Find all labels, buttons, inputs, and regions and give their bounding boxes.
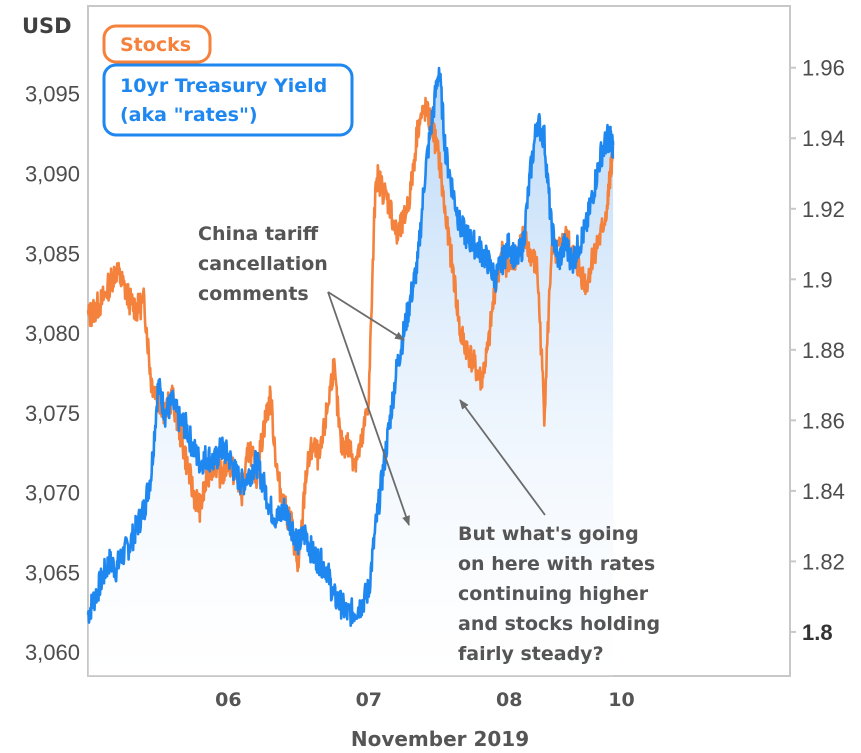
- annotation-question-arrow: [459, 399, 546, 516]
- legend-stocks-box: [102, 24, 212, 64]
- legend-rates-box: [102, 63, 354, 137]
- y-right-tick-label: 1.9: [802, 267, 833, 292]
- y-left-tick-label: 3,075: [25, 401, 80, 426]
- y-right-tick-label: 1.86: [802, 408, 845, 433]
- y-right-tick-label: 1.8: [802, 620, 833, 645]
- y-left-ticks: 3,060 3,065 3,070 3,075 3,080 3,085 3,090 3,095: [25, 82, 80, 665]
- x-tick-label: 08: [496, 689, 522, 711]
- annotation-question-line-4: and stocks holding: [458, 613, 660, 635]
- series-layer: [86, 66, 615, 676]
- annotation-tariff-line-2: cancellation: [198, 253, 328, 275]
- annotation-question: But what's going on here with rates cont…: [458, 399, 660, 665]
- y-right-tick-label: 1.82: [802, 549, 845, 574]
- y-right-ticks: 1.8 1.82 1.84 1.86 1.88 1.9 1.92 1.94 1.96: [790, 56, 845, 645]
- y-right-tick-label: 1.84: [802, 479, 845, 504]
- rates-area-fill: [88, 68, 614, 676]
- x-tick-label: 07: [356, 689, 382, 711]
- y-left-tick-label: 3,070: [25, 481, 80, 506]
- annotation-tariff: China tariff cancellation comments: [198, 223, 410, 526]
- y-left-tick-label: 3,080: [25, 321, 80, 346]
- legend-rates-label-2: (aka "rates"): [120, 104, 258, 126]
- x-tick-label: 06: [215, 689, 241, 711]
- y-left-tick-label: 3,090: [25, 162, 80, 187]
- legend-rates-label-1: 10yr Treasury Yield: [120, 75, 327, 97]
- y-left-tick-label: 3,065: [25, 560, 80, 585]
- annotation-tariff-line-1: China tariff: [198, 223, 319, 245]
- annotation-tariff-arrow-rates: [327, 291, 410, 526]
- legend-stocks-label: Stocks: [120, 34, 191, 56]
- annotation-tariff-line-3: comments: [198, 283, 309, 305]
- annotation-question-line-3: continuing higher: [458, 583, 649, 605]
- y-right-tick-label: 1.94: [802, 126, 845, 151]
- annotation-question-line-1: But what's going: [458, 523, 639, 545]
- stocks-line: [86, 96, 615, 573]
- y-right-tick-label: 1.92: [802, 197, 845, 222]
- x-axis-label: November 2019: [351, 727, 529, 751]
- y-left-tick-label: 3,085: [25, 241, 80, 266]
- rates-line: [86, 66, 615, 627]
- y-left-tick-label: 3,060: [25, 640, 80, 665]
- annotation-tariff-arrow-stocks: [327, 291, 405, 341]
- x-tick-label: 10: [608, 689, 634, 711]
- legend: Stocks 10yr Treasury Yield (aka "rates"): [102, 24, 354, 137]
- y-left-tick-label: 3,095: [25, 82, 80, 107]
- annotation-question-line-2: on here with rates: [458, 553, 655, 575]
- x-ticks: 06 07 08 10: [215, 689, 635, 711]
- y-left-unit-label: USD: [22, 14, 72, 38]
- y-right-tick-label: 1.88: [802, 338, 845, 363]
- annotation-question-line-5: fairly steady?: [458, 643, 604, 665]
- y-right-tick-label: 1.96: [802, 56, 845, 81]
